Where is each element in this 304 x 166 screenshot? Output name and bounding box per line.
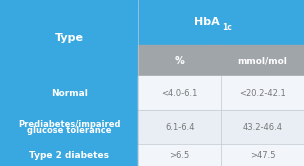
Text: %: %: [175, 56, 185, 66]
Text: >6.5: >6.5: [170, 151, 190, 160]
Bar: [221, 110, 304, 144]
Bar: [0, 76, 138, 110]
Bar: [0, 110, 138, 144]
Bar: [138, 0, 304, 45]
Text: glucose tolerance: glucose tolerance: [27, 125, 111, 135]
Text: <4.0-6.1: <4.0-6.1: [161, 89, 198, 98]
Bar: [221, 76, 304, 110]
Text: <20.2-42.1: <20.2-42.1: [239, 89, 286, 98]
Bar: [138, 45, 221, 76]
Bar: [221, 144, 304, 166]
Text: Type 2 diabetes: Type 2 diabetes: [29, 151, 109, 160]
Text: 6.1-6.4: 6.1-6.4: [165, 123, 195, 132]
Bar: [0, 0, 138, 76]
Bar: [138, 144, 221, 166]
Text: 43.2-46.4: 43.2-46.4: [243, 123, 283, 132]
Text: Normal: Normal: [51, 89, 88, 98]
Text: mmol/mol: mmol/mol: [238, 56, 288, 65]
Bar: [221, 45, 304, 76]
Text: Prediabetes/impaired: Prediabetes/impaired: [18, 120, 120, 129]
Bar: [138, 110, 221, 144]
Bar: [138, 76, 221, 110]
Text: >47.5: >47.5: [250, 151, 275, 160]
Text: Type: Type: [55, 33, 84, 43]
Text: HbA: HbA: [194, 17, 219, 27]
Text: 1c: 1c: [222, 23, 232, 32]
Bar: [0, 144, 138, 166]
